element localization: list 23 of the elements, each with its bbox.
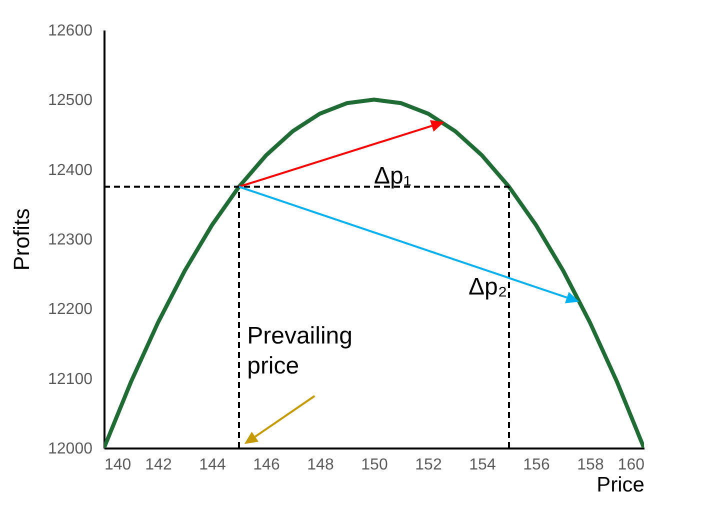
annotation: Prevailing price (247, 322, 352, 380)
x-tick-label: 160 (618, 456, 645, 474)
x-tick-label: 154 (469, 456, 496, 474)
y-tick-label: 12000 (48, 440, 93, 458)
x-tick-label: 140 (104, 456, 132, 474)
y-tick-label: 12600 (48, 22, 93, 40)
y-tick-label: 12300 (48, 232, 93, 248)
y-tick-label: 12400 (48, 162, 93, 179)
x-tick-label: 142 (145, 456, 172, 474)
y-tick-label: 12200 (48, 301, 93, 318)
y-axis-title: Profits (9, 208, 34, 271)
x-tick-label: 158 (577, 456, 604, 474)
x-tick-label: 156 (523, 456, 550, 474)
x-tick-label: 150 (361, 456, 388, 474)
annotation: Δp₂ (468, 274, 508, 301)
x-tick-label: 148 (307, 456, 334, 474)
y-tick-label: 12100 (48, 370, 93, 388)
x-tick-label: 144 (199, 456, 226, 474)
x-axis-title: Price (596, 474, 644, 496)
x-tick-label: 146 (253, 456, 280, 474)
annotation: Δp₁ (374, 162, 412, 190)
y-tick-label: 12500 (48, 92, 93, 110)
x-tick-label: 152 (415, 456, 442, 474)
